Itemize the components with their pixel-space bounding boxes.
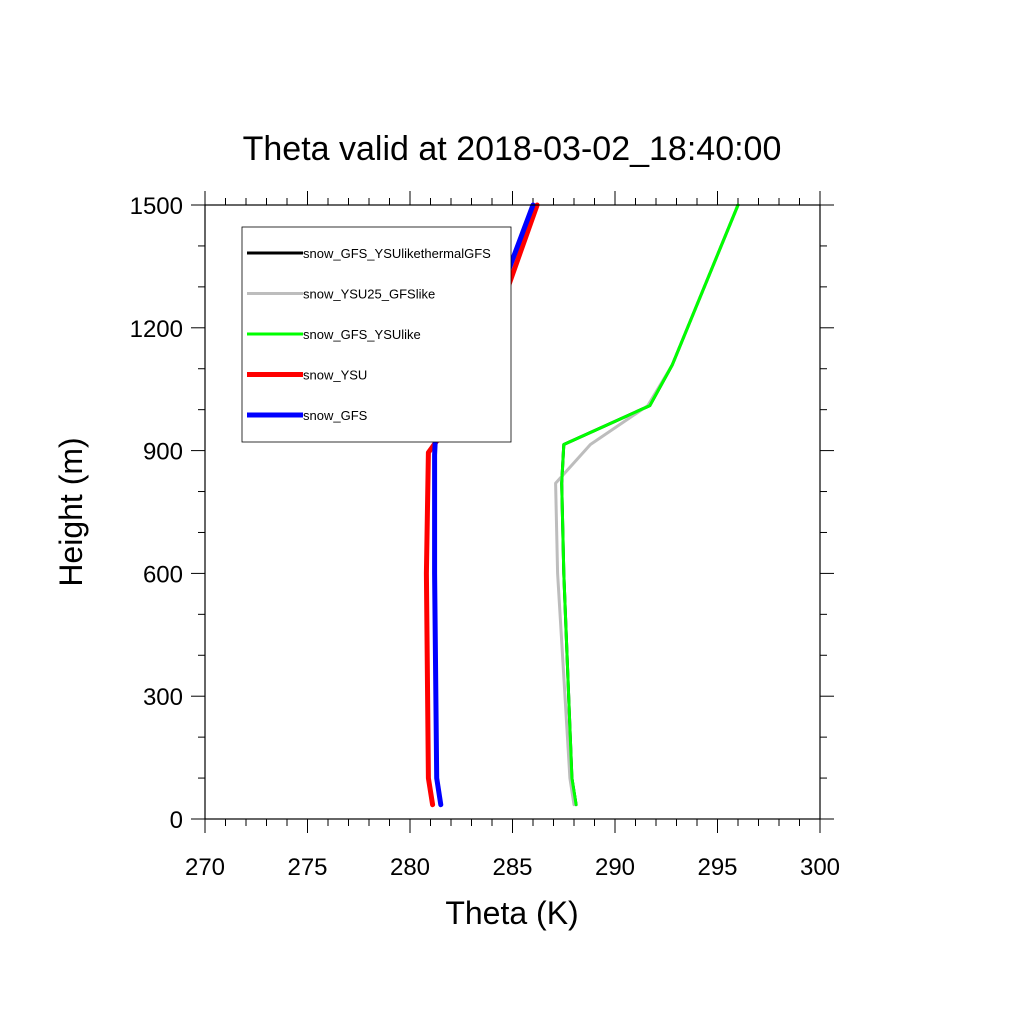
legend: snow_GFS_YSUlikethermalGFS snow_YSU25_GFS… [241,226,512,443]
legend-label: snow_GFS [303,408,368,423]
y-tick-labels: 0 300 600 900 1200 1500 [130,193,183,834]
x-tick-label: 295 [697,854,737,881]
y-tick-label: 300 [143,684,183,711]
x-tick-label: 300 [800,854,840,881]
x-tick-label: 285 [492,854,532,881]
series-line-1 [560,203,740,807]
y-tick-label: 1200 [130,316,183,343]
y-tick-label: 600 [143,561,183,588]
y-tick-label: 900 [143,439,183,466]
series-line-2 [554,203,740,807]
legend-label: snow_GFS_YSUlikethermalGFS [303,246,491,261]
legend-label: snow_YSU [303,368,367,383]
x-tick-label: 290 [595,854,635,881]
y-tick-label: 1500 [130,193,183,220]
chart-title: Theta valid at 2018-03-02_18:40:00 [243,130,782,168]
y-tick-label: 0 [170,807,183,834]
x-tick-label: 280 [390,854,430,881]
x-axis-label: Theta (K) [445,895,578,931]
x-tick-label: 270 [185,854,225,881]
axis-ticks [191,191,834,833]
x-tick-label: 275 [287,854,327,881]
y-axis-label: Height (m) [53,437,89,586]
plot-frame [204,204,821,820]
series-line-3 [560,203,740,807]
legend-label: snow_GFS_YSUlike [303,327,421,342]
x-tick-labels: 270 275 280 285 290 295 300 [185,854,840,881]
legend-label: snow_YSU25_GFSlike [303,287,435,302]
